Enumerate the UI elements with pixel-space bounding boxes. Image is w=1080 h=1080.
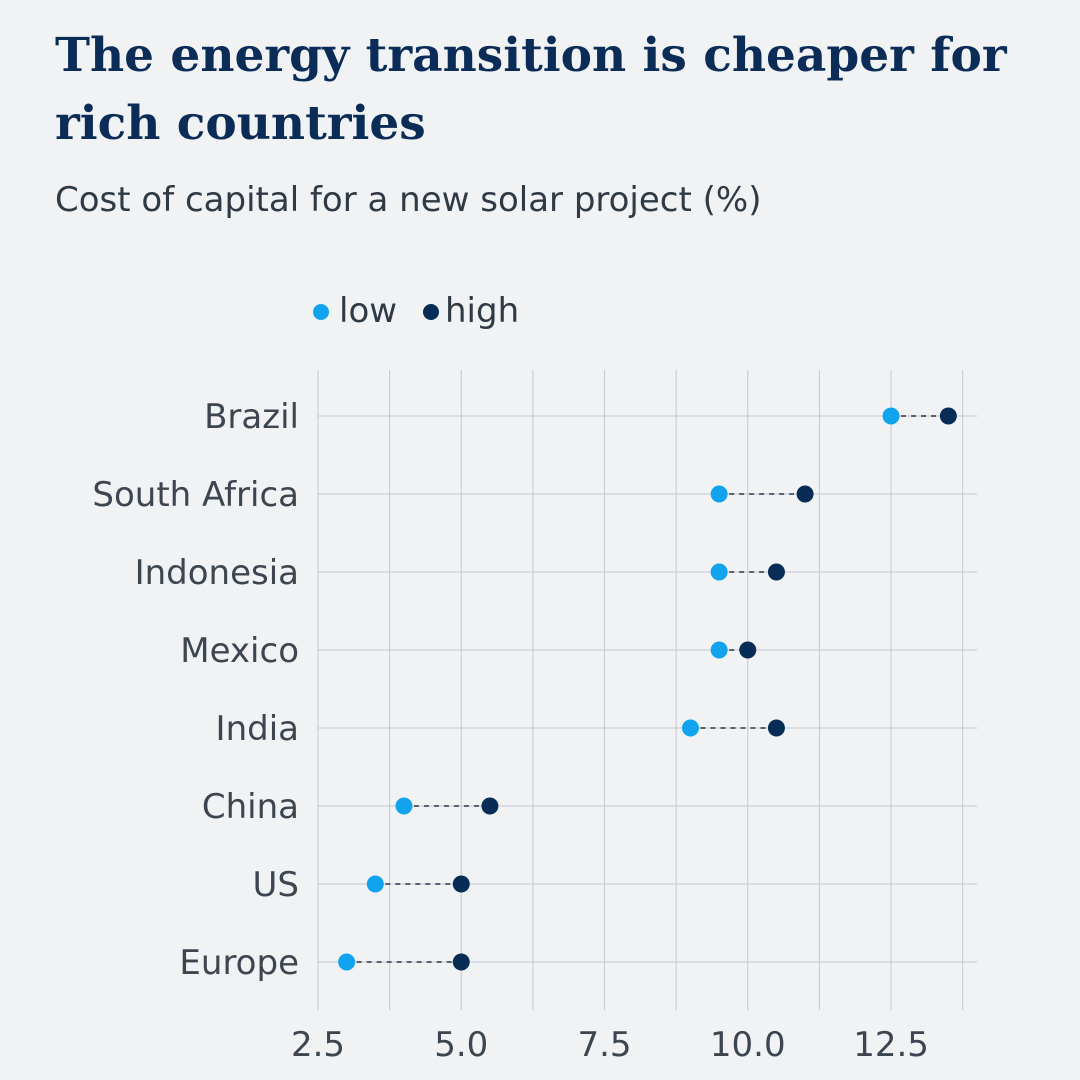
- category-label: Mexico: [180, 631, 299, 671]
- legend-high-marker: [423, 304, 439, 320]
- low-point: [338, 953, 356, 971]
- dumbbell-row: India: [216, 709, 785, 749]
- high-point: [767, 563, 785, 581]
- category-label: Brazil: [204, 397, 299, 437]
- x-tick-label: 10.0: [710, 1025, 786, 1065]
- category-label: China: [202, 787, 299, 827]
- dumbbell-row: South Africa: [92, 475, 814, 515]
- dumbbell-row: US: [253, 865, 470, 905]
- low-point: [395, 797, 413, 815]
- low-point: [710, 563, 728, 581]
- x-tick-label: 12.5: [853, 1025, 929, 1065]
- category-label: Indonesia: [135, 553, 299, 593]
- x-axis: 2.5 5.0 7.5 10.0 12.5: [291, 1025, 929, 1065]
- legend-low-label: low: [339, 291, 397, 331]
- category-label: India: [216, 709, 299, 749]
- low-point: [681, 719, 699, 737]
- high-point: [939, 407, 957, 425]
- dumbbell-row: Europe: [179, 943, 470, 983]
- low-point: [710, 485, 728, 503]
- low-point: [882, 407, 900, 425]
- dumbbell-row: Indonesia: [135, 553, 785, 593]
- dumbbell-row: Brazil: [204, 397, 957, 437]
- high-point: [767, 719, 785, 737]
- chart-title: The energy transition is cheaper for ric…: [55, 28, 1007, 151]
- x-tick-label: 2.5: [291, 1025, 345, 1065]
- high-point: [452, 875, 470, 893]
- category-label: US: [253, 865, 299, 905]
- legend: low high: [313, 291, 519, 331]
- dumbbell-row: Mexico: [180, 631, 757, 671]
- x-tick-label: 5.0: [434, 1025, 488, 1065]
- grid: [317, 370, 977, 1010]
- category-label: Europe: [179, 943, 299, 983]
- high-point: [739, 641, 757, 659]
- chart-subtitle: Cost of capital for a new solar project …: [55, 180, 762, 220]
- x-tick-label: 7.5: [577, 1025, 631, 1065]
- legend-low-marker: [313, 304, 329, 320]
- low-point: [366, 875, 384, 893]
- high-point: [796, 485, 814, 503]
- category-label: South Africa: [92, 475, 299, 515]
- high-point: [481, 797, 499, 815]
- plot-area: Brazil South Africa Indonesia Mexico India Ch…: [92, 397, 957, 983]
- dumbbell-row: China: [202, 787, 499, 827]
- low-point: [710, 641, 728, 659]
- high-point: [452, 953, 470, 971]
- legend-high-label: high: [445, 291, 519, 331]
